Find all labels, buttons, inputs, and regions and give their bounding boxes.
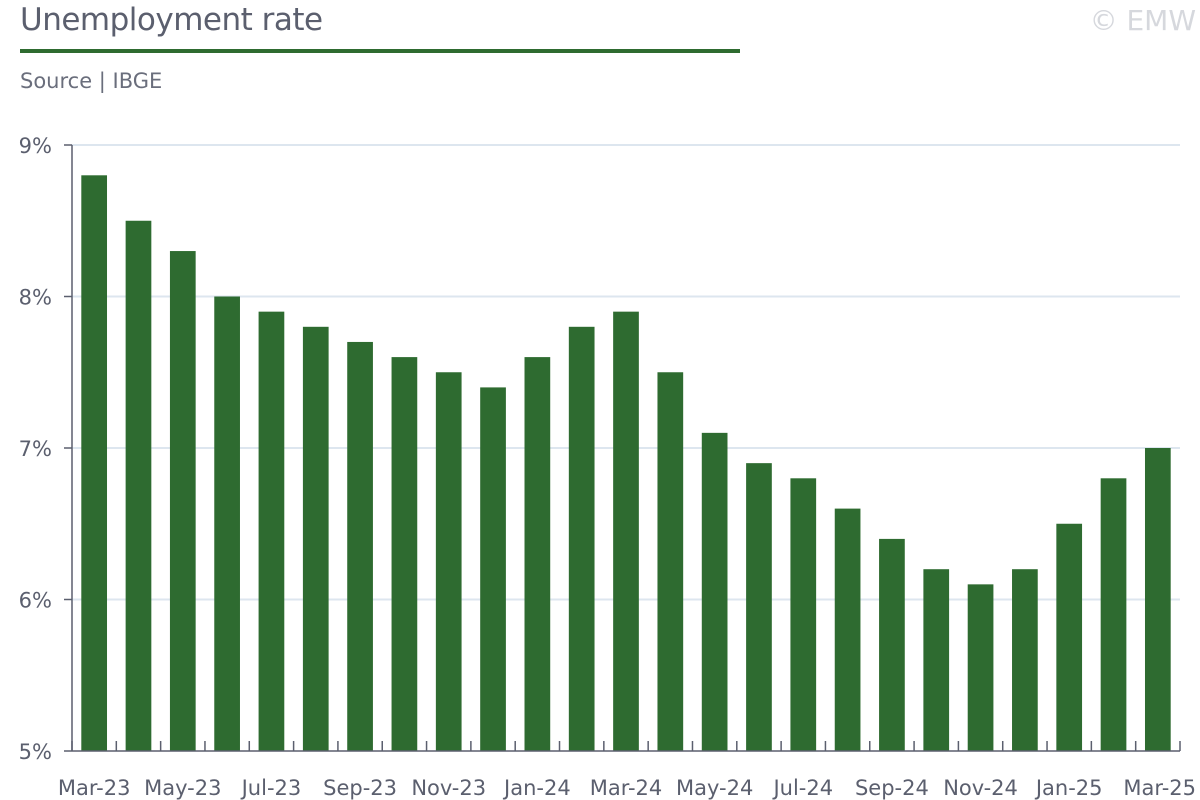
x-tick-label: Mar-25 [1123, 776, 1196, 800]
bar [125, 220, 152, 751]
bar [923, 569, 950, 751]
bar [347, 341, 373, 751]
x-tick-label: Sep-24 [855, 776, 929, 800]
y-tick-label: 8% [19, 286, 52, 310]
y-tick-label: 5% [19, 740, 52, 764]
x-tick-label: Mar-24 [590, 776, 663, 800]
x-tick-label: Jul-23 [240, 776, 302, 800]
y-tick-label: 7% [19, 437, 52, 461]
y-tick-label: 9% [19, 134, 52, 158]
y-tick-label: 6% [19, 589, 52, 613]
bar [1056, 523, 1083, 751]
bar [790, 478, 817, 751]
bar [1012, 569, 1038, 751]
bar [480, 387, 506, 751]
chart-title: Unemployment rate [20, 2, 323, 38]
bar [568, 326, 595, 751]
bar [214, 296, 240, 751]
bar [701, 432, 728, 751]
x-tick-label: Nov-23 [411, 776, 486, 800]
x-tick-label: Mar-23 [58, 776, 131, 800]
bars [81, 175, 1171, 752]
tick-labels: 5% 6% 7% 8% 9% Mar-23 May-23 Jul-23 Sep-23 Nov-23… [19, 134, 1196, 800]
bar [879, 538, 905, 751]
bar [1100, 478, 1127, 751]
chart-source: Source | IBGE [20, 69, 163, 93]
bar [834, 508, 861, 751]
bar [169, 251, 196, 752]
bar [967, 584, 994, 751]
x-tick-label: Jan-25 [1034, 776, 1103, 800]
watermark: © EMW [1089, 4, 1196, 37]
title-underline [20, 49, 740, 53]
bar [81, 175, 108, 752]
x-tick-label: May-23 [144, 776, 221, 800]
bar [391, 357, 418, 751]
axes [64, 144, 1181, 752]
bar [258, 311, 285, 751]
bar [302, 326, 329, 751]
bar [746, 463, 772, 751]
x-tick-label: Jul-24 [771, 776, 833, 800]
x-tick-label: Jan-24 [502, 776, 571, 800]
x-tick-label: Sep-23 [323, 776, 397, 800]
bar [613, 311, 639, 751]
bar [435, 372, 462, 751]
bar [657, 372, 684, 751]
bar [524, 357, 551, 751]
bar [1144, 448, 1171, 751]
x-tick-label: Nov-24 [943, 776, 1018, 800]
x-tick-label: May-24 [676, 776, 753, 800]
